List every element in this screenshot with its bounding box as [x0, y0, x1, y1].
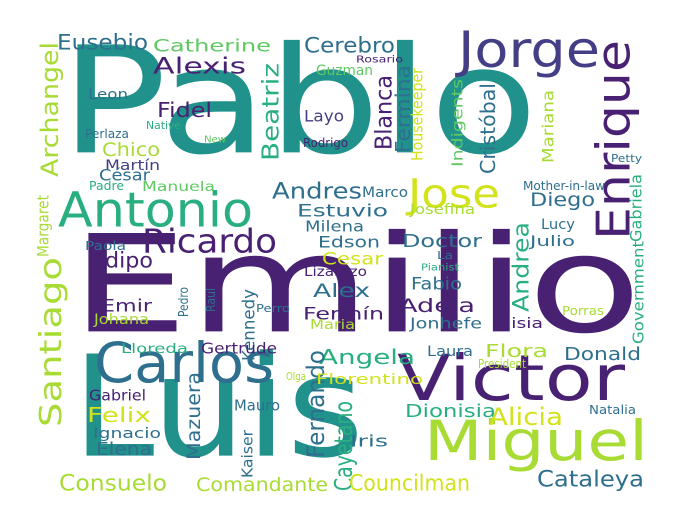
word-eusebio: Eusebio [57, 30, 148, 55]
word-native: Native [146, 119, 181, 132]
word-angela: Angela [319, 345, 415, 369]
word-mother-in-law: Mother-in-law [523, 178, 605, 193]
word-victor: Victor [397, 341, 625, 416]
word-pedro: Pedro [175, 287, 192, 317]
word-perlaza: Perlaza [85, 126, 129, 141]
word-olga: Olga [286, 370, 306, 383]
word-santiago: Santiago [33, 257, 69, 427]
word-elena: Elena [96, 438, 152, 460]
word-mauro: Mauro [234, 396, 280, 415]
word-leon: Leon [88, 85, 128, 103]
word-porras: Porras [562, 303, 604, 318]
word-alicia: Alicia [489, 402, 563, 431]
word-government: Government [629, 241, 648, 344]
word-julio: Julio [530, 232, 575, 250]
word-ricardo: Ricardo [142, 222, 277, 261]
word-emir: Emir [101, 295, 152, 316]
word-chico: Chico [102, 138, 160, 161]
word-antonio: Antonio [58, 181, 254, 238]
word-catherine: Catherine [153, 35, 271, 56]
word-flora: Flora [485, 340, 548, 362]
word-cesar: Cesar [322, 248, 383, 269]
word-mazuera: Mazuera [182, 372, 205, 460]
word-fernando: Fernando [301, 350, 330, 458]
word-pianist: Pianist [421, 261, 459, 273]
word-pablo: Pablo [60, 14, 538, 188]
word-lloreda: Lloreda [121, 340, 188, 357]
word-layo: Layo [304, 106, 344, 126]
word-fidel: Fidel [157, 98, 212, 122]
word-emilio: Emilio [70, 205, 642, 364]
word-carlos: Carlos [94, 331, 274, 396]
word-lizarazo: Lizarazo [304, 263, 367, 280]
word-perro: Perro [256, 302, 290, 315]
word-dionisia: Dionisia [405, 400, 496, 422]
word-johana: Johana [94, 310, 149, 328]
word-president: President [478, 356, 526, 371]
word-edson: Edson [318, 232, 380, 252]
word-felix: Felix [87, 403, 151, 427]
word-josefina: Josefina [410, 200, 475, 218]
word-adela: Adela [399, 294, 475, 317]
word-doctor: Doctor [402, 230, 482, 252]
word-mariana: Mariana [538, 90, 558, 163]
word-misia: Misia [495, 314, 543, 332]
word-consuelo: Consuelo [59, 470, 167, 496]
word-jorge: Jorge [458, 20, 600, 79]
word-guzman: Guzman [316, 61, 373, 79]
word-raul: Raul [203, 288, 218, 312]
word-gertrude: Gertrude [201, 339, 277, 358]
word-gabriel: Gabriel [89, 386, 146, 405]
word-alexis: Alexis [153, 53, 246, 79]
word-padre: Padre [89, 178, 124, 193]
word-fermin: Fermín [303, 303, 384, 324]
word-milena: Milena [305, 217, 364, 236]
word-cataleya: Cataleya [537, 466, 644, 492]
word-donald: Donald [564, 343, 641, 365]
word-archangel: Archangel [35, 42, 64, 178]
word-rodrigo: Rodrigo [303, 135, 348, 150]
word-andrea: Andrea [508, 222, 534, 312]
word-cesar: César [99, 165, 150, 185]
word-councilman: Councilman [349, 470, 470, 496]
word-maria: Maria [310, 316, 355, 333]
word-luis: Luis [72, 325, 364, 490]
word-iris: Iris [350, 431, 388, 451]
word-jose: Jose [408, 170, 500, 218]
word-andres: Andres [272, 178, 362, 204]
word-new: New [204, 133, 226, 145]
word-miguel: Miguel [424, 409, 648, 474]
word-indigents: Indigents [448, 79, 467, 167]
word-beatriz: Beatriz [256, 63, 284, 162]
word-estuvio: Estuvio [297, 200, 388, 221]
word-la: La [437, 249, 453, 262]
word-gabriela: Gabriela [626, 174, 646, 242]
word-manuela: Manuela [142, 178, 215, 195]
word-ignacio: Ignacio [93, 424, 161, 442]
word-cristobal: Cristóbal [476, 83, 500, 174]
word-edipo: Edipo [91, 248, 153, 273]
word-cerebro: Cerebro [304, 33, 395, 58]
word-florentino: Florentino [316, 370, 423, 388]
word-lucy: Lucy [541, 215, 575, 233]
word-paola: Paola [85, 238, 126, 253]
word-comandante: Comandante [196, 473, 328, 496]
word-marco: Marco [362, 183, 408, 201]
word-laura: Laura [427, 342, 473, 360]
word-natalia: Natalia [589, 402, 636, 417]
word-rosario: Rosario [356, 53, 403, 65]
word-alex: Alex [313, 279, 370, 302]
word-housekeeper: Housekeeper [407, 68, 427, 161]
word-petty: Petty [611, 152, 642, 165]
word-fabio: Fabio [411, 273, 462, 294]
word-jonhefe: Jonhefe [410, 314, 482, 333]
word-martin: Martín [105, 156, 160, 174]
word-kaiser: Kaiser [238, 430, 257, 478]
word-margaret: Margaret [33, 195, 53, 257]
word-diego: Diego [530, 188, 595, 211]
